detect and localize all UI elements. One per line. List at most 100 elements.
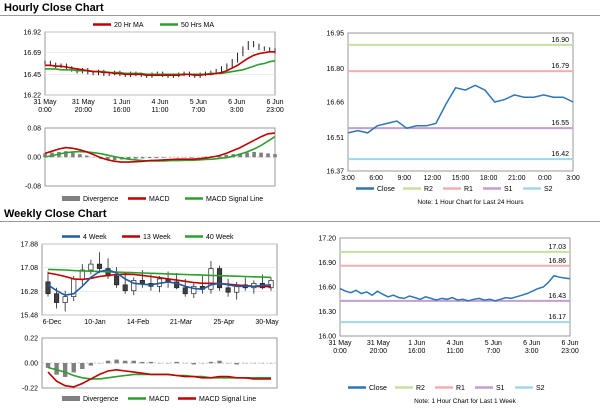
hourly-divergence-bar — [224, 154, 229, 158]
weekly-legend-macd-label: MACD — [149, 396, 170, 403]
hourly-legend-ma20-label: 20 Hr MA — [114, 22, 144, 29]
hourly-pivot-y-tick-3: 16.51 — [326, 135, 344, 142]
weekly-price-x-tick-5: 30-May — [255, 319, 279, 326]
hourly-divergence-bar — [133, 157, 138, 159]
weekly-pivot-x-tick-5: 6 Jun 3:00 — [523, 340, 540, 355]
weekly-divergence-bar — [131, 360, 136, 364]
weekly-divergence-bar — [140, 361, 145, 364]
weekly-pivot-x-tick-2: 1 Jun 16:00 — [408, 340, 426, 355]
weekly-legend-40week-label: 40 Week — [206, 234, 234, 241]
hourly-divergence-bar — [252, 151, 256, 158]
hourly-pivot-level-label-r2: 16.90 — [551, 37, 569, 44]
weekly-divergence-bar — [148, 361, 154, 364]
weekly-pivot-legend-s1-label: S1 — [496, 385, 505, 392]
weekly-pivot-x-tick-3: 4 Jun 11:00 — [446, 340, 463, 355]
hourly-pivot-x-tick-6: 21:00 — [508, 175, 526, 182]
hourly-price-plot-area — [44, 31, 276, 96]
weekly-macd-line — [47, 368, 271, 388]
hourly-divergence-bar — [105, 157, 110, 160]
weekly-pivot-x-tick-6: 6 Jun 23:00 — [561, 340, 579, 355]
hourly-divergence-bar — [78, 154, 82, 158]
weekly-price-y-tick-1: 17.08 — [20, 265, 38, 272]
weekly-pivot-legend-close-label: Close — [369, 385, 387, 392]
weekly-divergence-bar — [122, 360, 128, 364]
hourly-pivot-legend-s1-label: S1 — [504, 186, 513, 193]
weekly-legend-4week-label: 4 Week — [83, 234, 107, 241]
weekly-pivot-level-label-r2: 17.03 — [548, 244, 566, 251]
hourly-pivot-y-tick-0: 16.95 — [326, 31, 344, 38]
hourly-legend-macd-label: MACD — [149, 196, 170, 203]
weekly-pivot-y-tick-2: 16.60 — [318, 285, 336, 292]
weekly-price-x-tick-4: 25-Apr — [213, 319, 235, 326]
weekly-pivot-level-label-s2: 16.17 — [548, 314, 566, 321]
weekly-divergence-bar — [71, 363, 76, 373]
weekly-price-y-tick-3: 15.48 — [20, 313, 38, 320]
hourly-pivot-legend-r1-label: R1 — [464, 186, 473, 193]
hourly-price-x-tick-4: 5 Jun 7:00 — [190, 99, 207, 114]
weekly-pivot-y-tick-4: 16.00 — [318, 334, 336, 341]
hourly-pivot-level-label-r1: 16.79 — [551, 63, 569, 70]
hourly-pivot-x-tick-8: 3:00 — [566, 175, 580, 182]
weekly-price-x-tick-1: 10-Jan — [84, 319, 106, 326]
weekly-candle-body — [45, 281, 51, 295]
weekly-candle-body — [216, 268, 223, 289]
hourly-price-y-tick-2: 16.45 — [23, 72, 41, 79]
hourly-pivot-legend-s2-label: S2 — [544, 186, 553, 193]
weekly-divergence-bar — [208, 361, 214, 364]
weekly-macd-y-tick-1: 0.00 — [24, 361, 38, 368]
hourly-divergence-bar — [245, 152, 249, 158]
weekly-price-y-tick-0: 17.88 — [20, 242, 38, 249]
weekly-legend-divergence-swatch — [62, 396, 80, 401]
hourly-signal-line — [44, 136, 276, 162]
hourly-divergence-bar — [189, 157, 194, 158]
weekly-ma40-line — [47, 268, 272, 279]
weekly-divergence-bar — [105, 360, 111, 364]
hourly-divergence-bar — [161, 157, 166, 158]
hourly-price-x-tick-5: 6 Jun 3:00 — [228, 99, 245, 114]
hourly-divergence-bar — [64, 151, 68, 158]
hourly-pivot-x-tick-7: 0:00 — [538, 175, 552, 182]
weekly-pivot-level-label-r1: 16.86 — [548, 258, 566, 265]
weekly-pivot-close-line — [339, 274, 571, 302]
hourly-divergence-bar — [85, 155, 89, 158]
weekly-divergence-bar — [45, 363, 51, 368]
hourly-pivot-x-tick-2: 9:00 — [397, 175, 411, 182]
weekly-divergence-bar — [62, 363, 68, 377]
weekly-pivot-plot-area — [339, 237, 571, 337]
weekly-divergence-bar — [80, 363, 85, 369]
hourly-divergence-bar — [203, 156, 208, 158]
hourly-price-x-tick-3: 4 Jun 11:00 — [151, 99, 168, 114]
hourly-pivot-x-tick-5: 18:00 — [480, 175, 498, 182]
weekly-candle-body — [88, 263, 94, 271]
weekly-pivot-legend-r1-label: R1 — [456, 385, 465, 392]
hourly-legend-divergence-swatch — [62, 196, 80, 201]
weekly-legend-signal-label: MACD Signal Line — [199, 396, 256, 403]
weekly-candle-body — [182, 287, 188, 295]
weekly-pivot-note: Note: 1 Hour Chart for Last 1 Week — [414, 398, 517, 405]
weekly-ma13-line — [47, 272, 271, 288]
weekly-candle-body — [62, 296, 68, 303]
weekly-ma4-line — [47, 269, 272, 297]
weekly-legend-13week-label: 13 Week — [143, 234, 171, 241]
weekly-divergence-bar — [114, 359, 119, 364]
weekly-pivot-y-tick-1: 16.90 — [318, 260, 336, 267]
hourly-price-y-tick-1: 16.69 — [23, 50, 41, 57]
hourly-price-x-tick-1: 31 May 20:00 — [72, 99, 95, 114]
hourly-divergence-bar — [71, 152, 75, 158]
hourly-pivot-x-tick-1: 6:00 — [369, 175, 383, 182]
weekly-divider — [0, 221, 600, 222]
hourly-ma20-line — [45, 50, 275, 76]
weekly-price-x-tick-3: 21-Mar — [170, 319, 193, 326]
hourly-price-y-tick-0: 16.92 — [23, 30, 41, 37]
hourly-divergence-bar — [154, 157, 159, 159]
hourly-macd-y-tick-2: -0.08 — [25, 184, 41, 191]
hourly-divergence-bar — [43, 153, 47, 158]
hourly-section-title: Hourly Close Chart — [4, 2, 104, 14]
weekly-divergence-bar — [88, 363, 94, 366]
weekly-divergence-bar — [217, 360, 222, 364]
weekly-candle-body — [122, 284, 128, 292]
weekly-pivot-x-tick-4: 5 Jun 7:00 — [485, 340, 502, 355]
hourly-divergence-bar — [273, 154, 277, 158]
hourly-pivot-level-label-s1: 16.55 — [551, 120, 569, 127]
hourly-divergence-bar — [147, 157, 152, 159]
